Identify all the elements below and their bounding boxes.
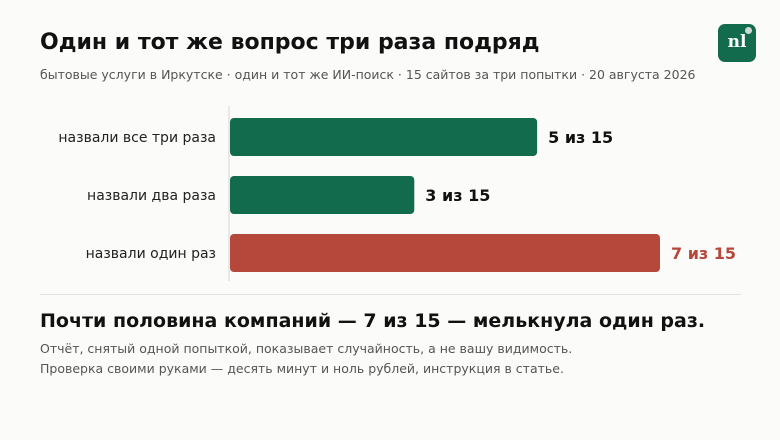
bar <box>230 118 538 156</box>
headline: Почти половина компаний — 7 из 15 — мель… <box>40 310 706 332</box>
logo-text: nl <box>727 32 747 52</box>
bar <box>230 234 660 272</box>
note-line-1: Отчёт, снятый одной попыткой, показывает… <box>40 341 573 356</box>
chart-title: Один и тот же вопрос три раза подряд <box>40 30 540 55</box>
bar-chart: назвали все три раза 5 из 15 назвали два р… <box>58 106 736 281</box>
bar <box>230 176 415 214</box>
note-line-2: Проверка своими руками — десять минут и … <box>40 361 564 376</box>
logo-dot-icon <box>745 27 752 34</box>
brand-logo: nl <box>718 24 756 62</box>
category-label: назвали один раз <box>86 246 216 262</box>
value-label: 5 из 15 <box>548 128 613 147</box>
value-label: 7 из 15 <box>671 244 736 263</box>
chart-subtitle: бытовые услуги в Иркутске · один и тот ж… <box>40 67 696 82</box>
divider <box>40 294 741 295</box>
category-label: назвали два раза <box>87 188 216 204</box>
value-label: 3 из 15 <box>425 186 490 205</box>
category-label: назвали все три раза <box>58 130 216 146</box>
